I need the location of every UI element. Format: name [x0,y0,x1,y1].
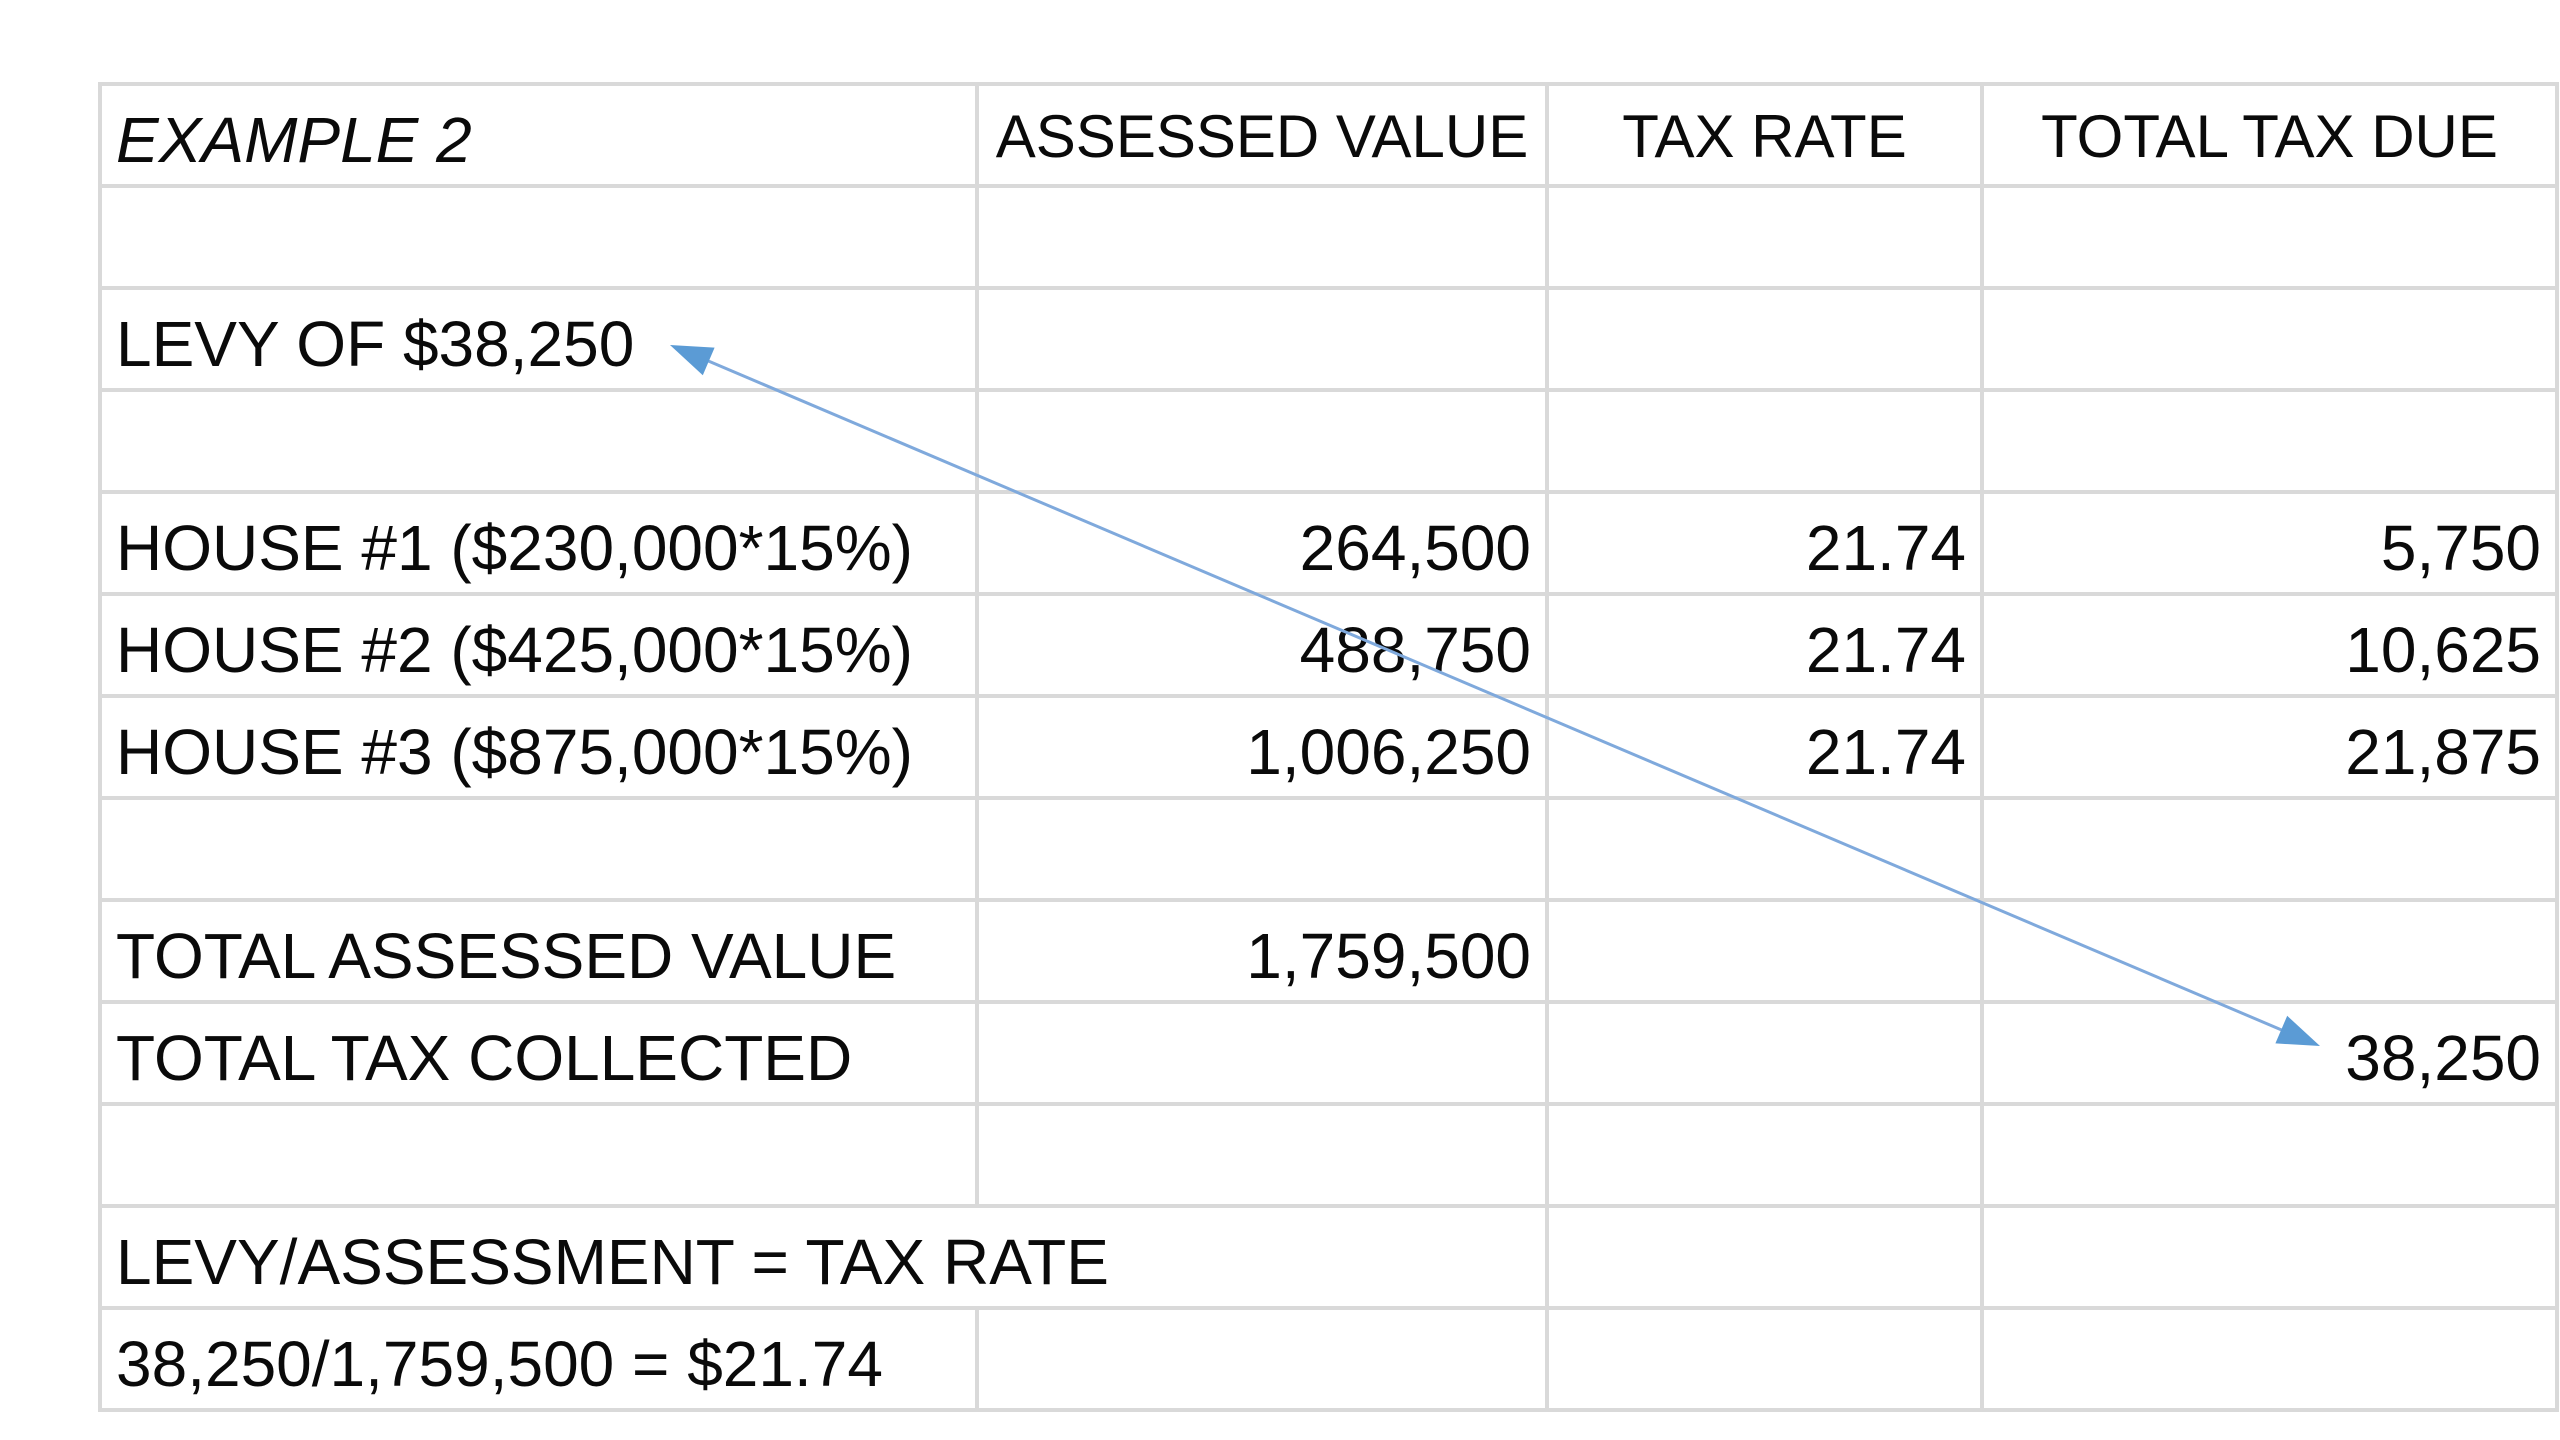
cell-house2-label[interactable]: HOUSE #2 ($425,000*15%) [98,592,979,698]
cell-total-assessed-label[interactable]: TOTAL ASSESSED VALUE [98,898,979,1004]
cell-house2-tax-rate[interactable]: 21.74 [1545,592,1984,698]
cell-empty[interactable] [98,184,979,290]
cell-empty[interactable] [1980,898,2559,1004]
levy-row: LEVY OF $38,250 [98,286,2559,392]
cell-empty[interactable] [1980,1306,2559,1412]
cell-total-collected-label[interactable]: TOTAL TAX COLLECTED [98,1000,979,1106]
cell-empty[interactable] [1980,388,2559,494]
cell-empty[interactable] [975,796,1549,902]
cell-header-assessed-value[interactable]: ASSESSED VALUE [975,82,1549,188]
cell-empty[interactable] [1545,184,1984,290]
cell-header-total-tax-due[interactable]: TOTAL TAX DUE [1980,82,2559,188]
cell-house3-tax-rate[interactable]: 21.74 [1545,694,1984,800]
cell-empty[interactable] [1980,286,2559,392]
cell-total-assessed-value[interactable]: 1,759,500 [975,898,1549,1004]
total-assessed-row: TOTAL ASSESSED VALUE 1,759,500 [98,898,2559,1004]
cell-house1-tax-rate[interactable]: 21.74 [1545,490,1984,596]
cell-house2-tax-due[interactable]: 10,625 [1980,592,2559,698]
house1-row: HOUSE #1 ($230,000*15%) 264,500 21.74 5,… [98,490,2559,596]
spacer-row [98,1102,2559,1208]
cell-empty[interactable] [1545,1102,1984,1208]
cell-formula-caption[interactable]: LEVY/ASSESSMENT = TAX RATE [98,1204,1549,1310]
cell-house2-assessed-value[interactable]: 488,750 [975,592,1549,698]
formula-caption-row: LEVY/ASSESSMENT = TAX RATE [98,1204,2559,1310]
header-row: EXAMPLE 2 ASSESSED VALUE TAX RATE TOTAL … [98,82,2559,188]
spacer-row [98,184,2559,290]
cell-empty[interactable] [975,286,1549,392]
spacer-row [98,796,2559,902]
tax-example-table: EXAMPLE 2 ASSESSED VALUE TAX RATE TOTAL … [98,82,2559,1412]
cell-empty[interactable] [1545,388,1984,494]
cell-empty[interactable] [98,388,979,494]
cell-empty[interactable] [975,1000,1549,1106]
total-collected-row: TOTAL TAX COLLECTED 38,250 [98,1000,2559,1106]
cell-house1-tax-due[interactable]: 5,750 [1980,490,2559,596]
cell-empty[interactable] [1545,1000,1984,1106]
cell-empty[interactable] [975,184,1549,290]
cell-empty[interactable] [975,1102,1549,1208]
cell-empty[interactable] [98,1102,979,1208]
cell-empty[interactable] [1545,796,1984,902]
cell-house3-assessed-value[interactable]: 1,006,250 [975,694,1549,800]
cell-empty[interactable] [1545,1204,1984,1310]
cell-empty[interactable] [975,388,1549,494]
house2-row: HOUSE #2 ($425,000*15%) 488,750 21.74 10… [98,592,2559,698]
cell-empty[interactable] [1545,1306,1984,1412]
cell-header-tax-rate[interactable]: TAX RATE [1545,82,1984,188]
cell-empty[interactable] [1545,286,1984,392]
cell-empty[interactable] [1980,1204,2559,1310]
cell-house1-label[interactable]: HOUSE #1 ($230,000*15%) [98,490,979,596]
cell-house1-assessed-value[interactable]: 264,500 [975,490,1549,596]
cell-empty[interactable] [1545,898,1984,1004]
spacer-row [98,388,2559,494]
cell-house3-label[interactable]: HOUSE #3 ($875,000*15%) [98,694,979,800]
cell-total-collected-due[interactable]: 38,250 [1980,1000,2559,1106]
cell-formula-calculation[interactable]: 38,250/1,759,500 = $21.74 [98,1306,979,1412]
cell-empty[interactable] [1980,796,2559,902]
cell-empty[interactable] [975,1306,1549,1412]
cell-house3-tax-due[interactable]: 21,875 [1980,694,2559,800]
cell-empty[interactable] [98,796,979,902]
house3-row: HOUSE #3 ($875,000*15%) 1,006,250 21.74 … [98,694,2559,800]
cell-empty[interactable] [1980,184,2559,290]
cell-example-title[interactable]: EXAMPLE 2 [98,82,979,188]
cell-empty[interactable] [1980,1102,2559,1208]
cell-levy-label[interactable]: LEVY OF $38,250 [98,286,979,392]
formula-calculation-row: 38,250/1,759,500 = $21.74 [98,1306,2559,1412]
